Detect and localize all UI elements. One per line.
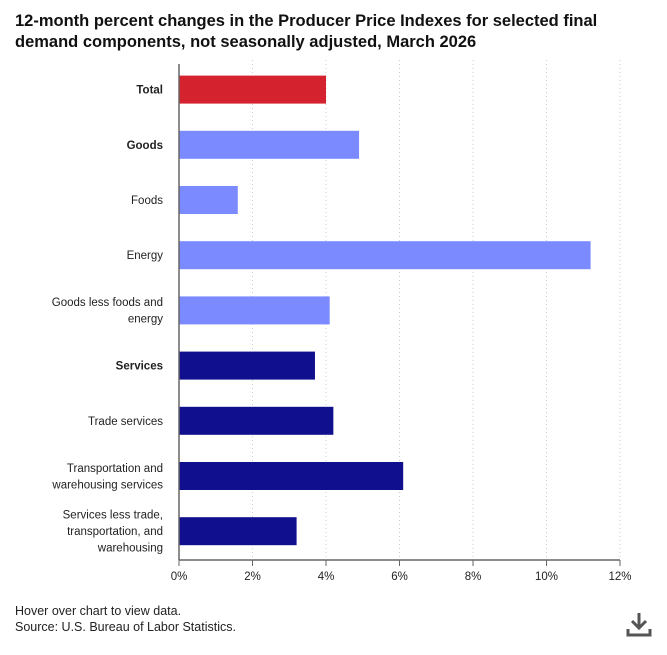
category-label: Services less trade, transportation, and w…: [63, 510, 163, 555]
download-button[interactable]: [625, 611, 653, 639]
bar[interactable]: Goods: 4.9%: [179, 130, 360, 159]
x-tick-label: 4%: [318, 571, 335, 583]
x-tick-label: 12%: [608, 571, 631, 583]
bar[interactable]: Energy: 11.2%: [179, 241, 591, 270]
chart-footer: Hover over chart to view data. Source: U…: [15, 603, 236, 635]
category-label: Trade services: [88, 416, 163, 428]
x-tick-label: 6%: [391, 571, 408, 583]
hover-hint: Hover over chart to view data.: [15, 604, 182, 618]
source-note: Source: U.S. Bureau of Labor Statistics.: [15, 620, 236, 634]
bar[interactable]: Trade services: 4.2%: [179, 406, 334, 435]
bar[interactable]: Foods: 1.6%: [179, 186, 238, 214]
bar[interactable]: Services less trade, transportation, and…: [179, 517, 297, 546]
download-icon: [626, 613, 652, 637]
category-label: Goods less foods and energy: [52, 297, 163, 326]
bar[interactable]: Total: 4%: [179, 75, 326, 104]
bar[interactable]: Goods less foods and energy: 4.1%: [179, 296, 330, 325]
category-label: Services: [116, 361, 163, 373]
x-tick-label: 0%: [171, 571, 188, 583]
category-label: Foods: [131, 195, 163, 207]
bar-chart[interactable]: Total: 4% Goods: 4.9% Foods: 1.6% Energy: 1…: [0, 60, 667, 600]
x-tick-label: 2%: [244, 571, 261, 583]
bar[interactable]: Transportation and warehousing services:…: [179, 462, 404, 490]
x-tick-label: 8%: [465, 571, 482, 583]
bar[interactable]: Services: 3.7%: [179, 351, 315, 380]
category-label: Transportation and warehousing services: [51, 463, 163, 492]
chart-title: 12-month percent changes in the Producer…: [15, 12, 598, 51]
category-label: Energy: [127, 250, 164, 262]
category-label: Goods: [127, 140, 163, 152]
category-label: Total: [136, 85, 163, 97]
x-tick-label: 10%: [535, 571, 558, 583]
